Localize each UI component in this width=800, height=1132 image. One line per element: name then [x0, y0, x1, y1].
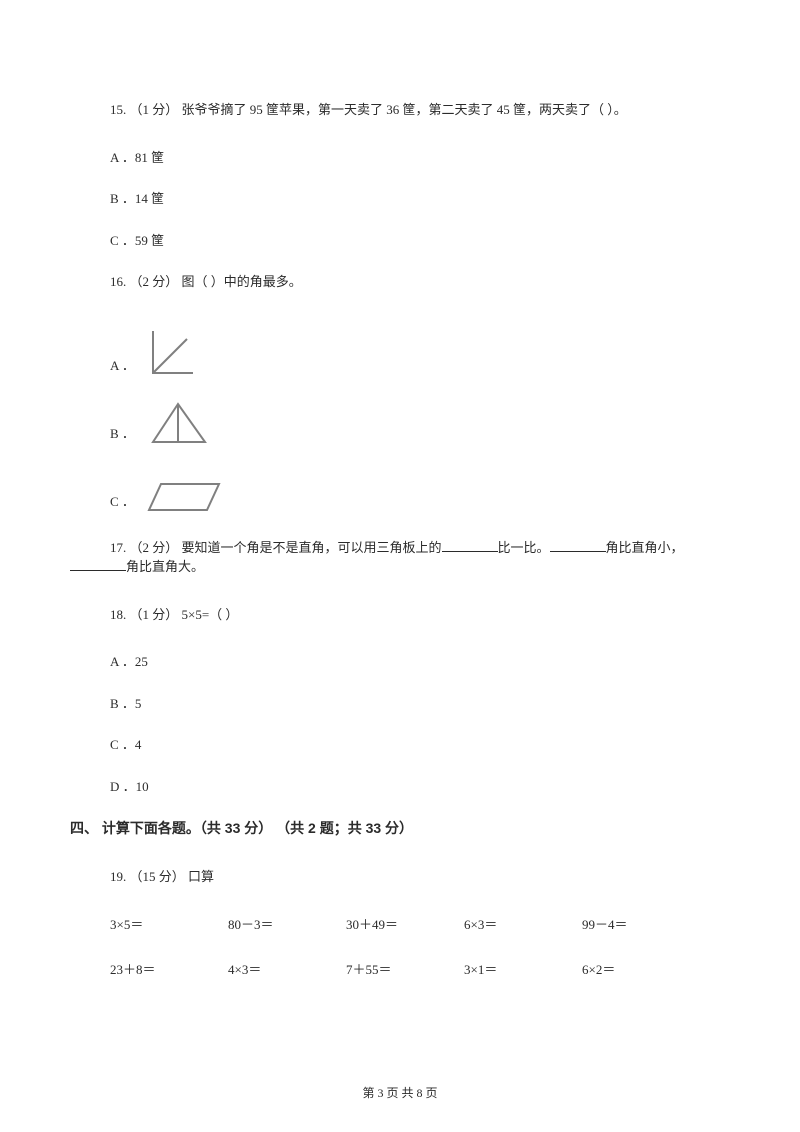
q15-option-a: A ．81 筐 [70, 148, 730, 168]
calc-item: 6×3＝ [464, 915, 582, 935]
blank-2 [550, 539, 606, 552]
q18-text: 18. （1 分） 5×5=（ ） [110, 607, 238, 622]
section-4-text: 四、 计算下面各题。（共 33 分） （共 2 题；共 33 分） [70, 820, 413, 836]
question-18: 18. （1 分） 5×5=（ ） [70, 605, 730, 625]
q18-a-text: A ．25 [110, 654, 148, 669]
q16-option-b: B ． [70, 388, 730, 448]
calc-item: 3×1＝ [464, 960, 582, 980]
q15-text: 15. （1 分） 张爷爷摘了 95 筐苹果，第一天卖了 36 筐，第二天卖了 … [110, 102, 627, 117]
footer-text: 第 3 页 共 8 页 [362, 1086, 437, 1100]
calc-item: 80－3＝ [228, 915, 346, 935]
q17-part4: 角比直角大。 [126, 559, 204, 574]
q18-option-b: B ．5 [70, 694, 730, 714]
calc-item: 99－4＝ [582, 915, 700, 935]
q18-option-c: C ．4 [70, 735, 730, 755]
q16-option-c: C ． [70, 456, 730, 516]
q16-a-label: A ． [110, 356, 135, 380]
triangle-with-altitude-icon [143, 398, 213, 448]
calc-item: 7＋55＝ [346, 960, 464, 980]
question-19: 19. （15 分） 口算 [70, 867, 730, 887]
q15-c-text: C ．59 筐 [110, 233, 164, 248]
q19-text: 19. （15 分） 口算 [110, 869, 214, 884]
calc-item: 4×3＝ [228, 960, 346, 980]
q15-b-text: B ．14 筐 [110, 191, 164, 206]
q18-c-text: C ．4 [110, 737, 141, 752]
q18-option-d: D ．10 [70, 777, 730, 797]
blank-3 [70, 558, 126, 571]
q16-option-a: A ． [70, 320, 730, 380]
q18-d-text: D ．10 [110, 779, 149, 794]
q16-b-label: B ． [110, 424, 135, 448]
section-4-heading: 四、 计算下面各题。（共 33 分） （共 2 题；共 33 分） [70, 818, 730, 839]
calc-item: 3×5＝ [110, 915, 228, 935]
calc-item: 23＋8＝ [110, 960, 228, 980]
q17-part2: 比一比。 [498, 540, 550, 555]
page-footer: 第 3 页 共 8 页 [0, 1084, 800, 1102]
question-16: 16. （2 分） 图（ ）中的角最多。 [70, 272, 730, 292]
blank-1 [442, 539, 498, 552]
q18-option-a: A ．25 [70, 652, 730, 672]
question-17: 17. （2 分） 要知道一个角是不是直角，可以用三角板上的 比一比。 角比直角小，… [70, 538, 730, 577]
calc-item: 30＋49＝ [346, 915, 464, 935]
q15-option-c: C ．59 筐 [70, 231, 730, 251]
q17-part1: 17. （2 分） 要知道一个角是不是直角，可以用三角板上的 [110, 540, 442, 555]
q15-option-b: B ．14 筐 [70, 189, 730, 209]
q16-c-label: C ． [110, 492, 135, 516]
parallelogram-icon [143, 478, 225, 516]
q17-part3: 角比直角小， [606, 540, 684, 555]
q15-a-text: A ．81 筐 [110, 150, 164, 165]
question-15: 15. （1 分） 张爷爷摘了 95 筐苹果，第一天卖了 36 筐，第二天卖了 … [70, 100, 730, 120]
q18-b-text: B ．5 [110, 696, 141, 711]
q19-row-1: 3×5＝ 80－3＝ 30＋49＝ 6×3＝ 99－4＝ [70, 915, 730, 935]
q16-text: 16. （2 分） 图（ ）中的角最多。 [110, 274, 302, 289]
q19-row-2: 23＋8＝ 4×3＝ 7＋55＝ 3×1＝ 6×2＝ [70, 960, 730, 980]
calc-item: 6×2＝ [582, 960, 700, 980]
angle-rays-icon [143, 325, 198, 380]
